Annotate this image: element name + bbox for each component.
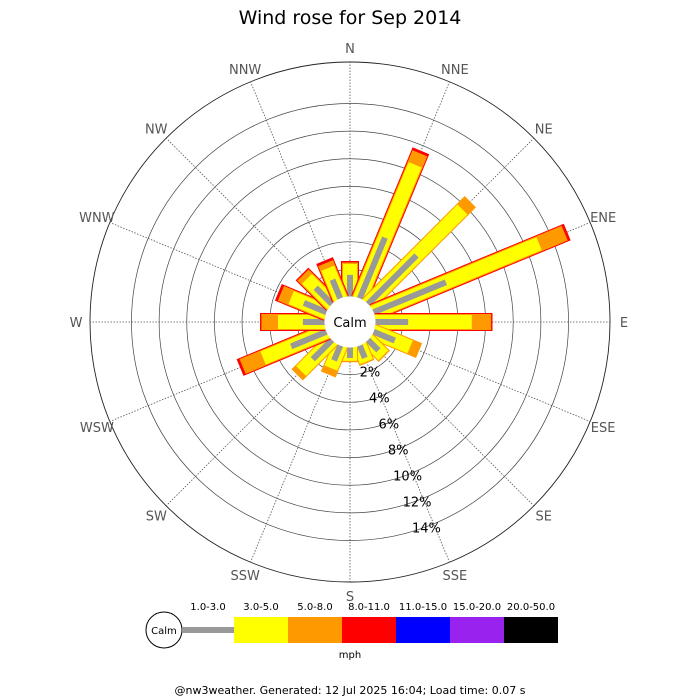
legend-label-3: 8.0-11.0 <box>348 602 390 613</box>
legend-swatch-6 <box>504 617 558 643</box>
legend-label-4: 11.0-15.0 <box>399 602 447 613</box>
calm-circle <box>324 296 376 348</box>
wind-petals <box>236 147 571 381</box>
radial-tick-label: 10% <box>393 469 422 484</box>
legend-label-5: 15.0-20.0 <box>453 602 501 613</box>
direction-label-nw: NW <box>145 122 168 137</box>
legend-swatch-1 <box>234 617 288 643</box>
direction-label-wnw: WNW <box>79 211 115 226</box>
legend-unit-label: mph <box>339 650 361 661</box>
petal-sw-bin-0 <box>310 337 335 362</box>
petal-ssw-bin-0 <box>331 343 344 362</box>
radial-tick-labels: 2% 4% 6% 8% 10% 12% 14% <box>360 365 441 536</box>
petal-nne-bin-0 <box>356 236 388 301</box>
direction-label-w: W <box>70 316 83 331</box>
petal-wsw-bin-0 <box>289 328 329 350</box>
radial-tick-label: 4% <box>369 391 390 406</box>
direction-label-sse: SSE <box>442 569 467 584</box>
calm-label: Calm <box>333 316 366 331</box>
petal-sse-bin-0 <box>356 343 368 360</box>
petal-nnw-bin-0 <box>329 278 344 301</box>
grid-spoke <box>250 344 341 563</box>
radial-tick-label: 2% <box>360 365 381 380</box>
calm-center: Calm <box>324 296 376 348</box>
direction-label-se: SE <box>536 510 552 525</box>
direction-label-ne: NE <box>535 122 553 137</box>
legend-calm-label: Calm <box>151 626 177 637</box>
legend-swatch-4 <box>396 617 450 643</box>
direction-label-ene: ENE <box>590 211 616 226</box>
legend-label-0: 1.0-3.0 <box>190 602 225 613</box>
petal-nw-bin-0 <box>313 285 335 307</box>
radial-tick-label: 12% <box>403 495 432 510</box>
direction-label-e: E <box>620 316 628 331</box>
legend-swatch-5 <box>450 617 504 643</box>
direction-label-wsw: WSW <box>80 421 114 436</box>
direction-labels: N NNE NE ENE E ESE SE SSE S SSW SW WSW W WNW NW NNW <box>70 42 629 605</box>
grid-spoke <box>359 344 450 563</box>
radial-tick-label: 8% <box>388 443 409 458</box>
petal-ne-bin-0 <box>365 253 419 307</box>
radial-tick-label: 6% <box>378 417 399 432</box>
petal-ese-bin-0 <box>371 328 396 344</box>
petal-wnw-bin-0 <box>302 300 329 316</box>
direction-label-s: S <box>346 590 354 605</box>
legend-label-6: 20.0-50.0 <box>507 602 555 613</box>
petal-ene-bin-0 <box>371 279 448 316</box>
legend-swatch-3 <box>342 617 396 643</box>
direction-label-sw: SW <box>146 510 167 525</box>
direction-label-n: N <box>345 42 355 57</box>
direction-label-nnw: NNW <box>229 63 261 78</box>
speed-legend: Calm mph 1.0-3.0 3.0-5.0 5.0-8.0 8.0-11.0 11… <box>145 602 558 661</box>
direction-label-ssw: SSW <box>230 569 260 584</box>
footer-text: @nw3weather. Generated: 12 Jul 2025 16:0… <box>175 684 526 697</box>
legend-label-1: 3.0-5.0 <box>243 602 278 613</box>
direction-label-ese: ESE <box>591 421 616 436</box>
chart-title: Wind rose for Sep 2014 <box>239 7 462 29</box>
legend-swatch-2 <box>288 617 342 643</box>
radial-tick-label: 14% <box>412 521 441 536</box>
petal-se-bin-0 <box>365 337 381 353</box>
legend-label-2: 5.0-8.0 <box>297 602 332 613</box>
grid-ring <box>131 103 569 541</box>
legend-swatch-0 <box>182 627 234 633</box>
grid-spoke <box>367 339 535 507</box>
direction-label-nne: NNE <box>441 63 469 78</box>
